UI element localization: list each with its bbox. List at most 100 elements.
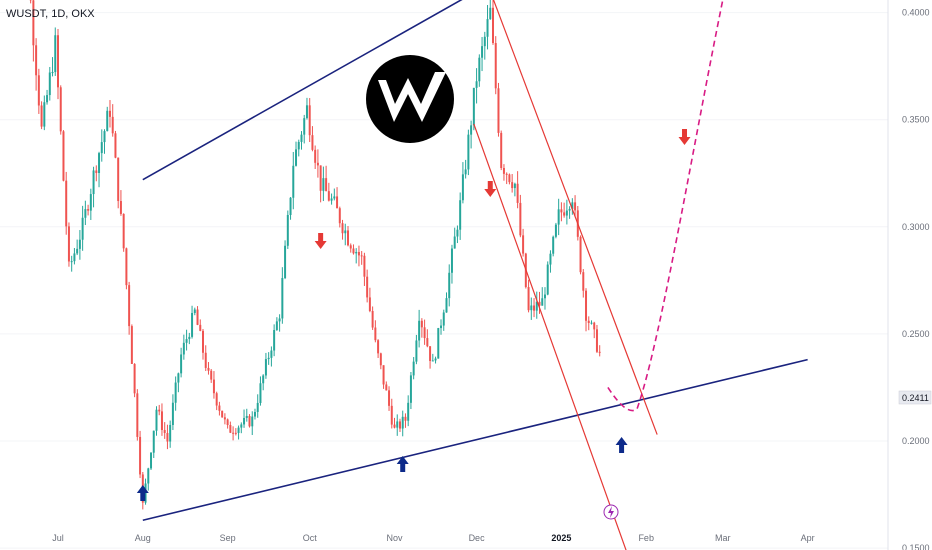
candle-body [289, 197, 292, 215]
candle-body [193, 309, 196, 313]
candle-body [552, 236, 555, 254]
candle-body [240, 424, 243, 428]
candle-body [415, 340, 418, 362]
candle-body [593, 322, 596, 330]
candle-body [207, 367, 210, 371]
candle-body [125, 248, 128, 286]
candle-body [262, 375, 265, 384]
candle-body [344, 230, 347, 234]
candle-body [492, 7, 494, 44]
candle-body [366, 276, 369, 298]
candle-body [273, 329, 276, 351]
candle-body [32, 0, 35, 46]
candle-body [243, 417, 246, 425]
candle-body [363, 255, 366, 277]
candle-body [256, 402, 259, 412]
candle-body [267, 357, 270, 360]
y-tick-label: 0.3500 [902, 115, 930, 125]
candle-body [470, 125, 473, 135]
candle-body [585, 290, 588, 321]
candle-body [519, 202, 522, 236]
y-tick-label: 0.3000 [902, 222, 930, 232]
candle-body [500, 132, 503, 168]
candle-body [582, 272, 585, 291]
candle-body [253, 411, 256, 417]
candle-body [546, 264, 549, 295]
candle-body [177, 373, 180, 383]
candle-body [78, 239, 81, 249]
candle-body [182, 342, 185, 355]
candle-body [292, 165, 295, 198]
lightning-icon[interactable] [603, 504, 619, 520]
candle-body [314, 149, 317, 163]
candle-body [188, 336, 191, 340]
candle-body [516, 183, 519, 203]
candle-body [232, 432, 235, 434]
candle-body [158, 409, 161, 412]
candlesticks [29, 0, 601, 510]
y-tick-label: 0.4000 [902, 8, 930, 18]
candle-body [486, 19, 489, 37]
candle-body [379, 353, 382, 366]
candle-body [108, 110, 111, 117]
candle-body [278, 318, 281, 322]
candle-body [563, 212, 566, 216]
candle-body [221, 410, 224, 418]
candle-body [152, 430, 155, 453]
candle-body [76, 248, 79, 254]
candle-body [234, 432, 237, 434]
x-tick-label: Jul [52, 533, 64, 543]
candle-body [336, 196, 339, 209]
candle-body [530, 305, 533, 311]
candle-body [429, 346, 432, 361]
candle-body [89, 194, 92, 211]
candle-body [59, 87, 62, 132]
logo-w-icon [366, 55, 454, 143]
candle-body [251, 416, 254, 427]
candle-body [322, 178, 325, 191]
candle-body [431, 360, 434, 362]
candle-body [297, 141, 300, 150]
candle-body [316, 162, 319, 166]
candle-body [574, 202, 577, 211]
candle-body [456, 229, 459, 237]
candle-body [352, 248, 355, 254]
x-tick-label: Mar [715, 533, 731, 543]
candle-body [333, 196, 336, 199]
candle-body [467, 134, 470, 170]
candle-body [423, 327, 426, 339]
candle-body [568, 208, 571, 211]
arrows [136, 129, 691, 501]
candle-body [461, 174, 464, 201]
candle-body [535, 301, 538, 311]
candle-body [202, 330, 204, 353]
candle-body [330, 198, 333, 201]
candle-body [587, 320, 590, 323]
candle-body [215, 393, 218, 406]
candle-body [571, 202, 574, 209]
candle-body [180, 354, 183, 374]
candle-body [396, 421, 399, 428]
candle-body [325, 178, 328, 192]
candle-body [481, 46, 484, 58]
candle-body [57, 35, 59, 88]
y-tick-label: 0.2500 [902, 329, 930, 339]
candle-body [418, 320, 421, 341]
candle-body [338, 208, 341, 224]
candle-body [264, 359, 267, 376]
candle-body [445, 298, 448, 313]
candle-body [560, 209, 563, 213]
candle-body [65, 180, 68, 227]
candle-body [393, 424, 396, 428]
candle-body [229, 425, 232, 433]
candle-body [385, 384, 388, 391]
candle-body [275, 321, 278, 330]
candle-body [374, 327, 377, 341]
x-tick-label: Feb [638, 533, 654, 543]
candle-body [43, 102, 46, 127]
candle-body [98, 153, 101, 173]
candle-body [543, 294, 546, 299]
candle-body [212, 379, 215, 394]
x-tick-label: Apr [801, 533, 815, 543]
